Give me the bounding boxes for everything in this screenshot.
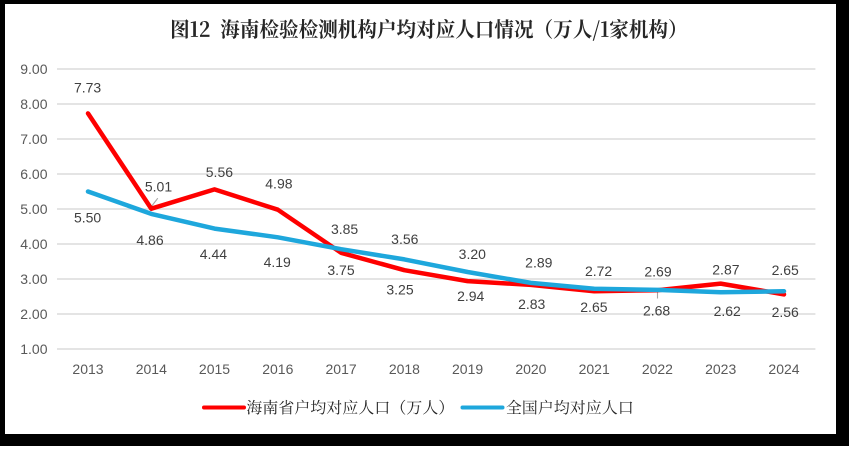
svg-text:9.00: 9.00 (20, 61, 47, 77)
svg-text:2.62: 2.62 (714, 303, 741, 319)
svg-text:2019: 2019 (452, 361, 483, 377)
svg-text:1.00: 1.00 (20, 341, 47, 357)
svg-text:2018: 2018 (389, 361, 420, 377)
svg-text:3.75: 3.75 (327, 262, 354, 278)
svg-text:3.56: 3.56 (391, 231, 418, 247)
svg-text:5.50: 5.50 (74, 209, 101, 225)
svg-text:8.00: 8.00 (20, 96, 47, 112)
svg-text:2.00: 2.00 (20, 306, 47, 322)
svg-text:3.25: 3.25 (386, 281, 413, 297)
svg-text:6.00: 6.00 (20, 166, 47, 182)
svg-text:2024: 2024 (768, 361, 799, 377)
svg-text:2.72: 2.72 (585, 263, 612, 279)
svg-text:3.20: 3.20 (459, 246, 486, 262)
svg-text:2020: 2020 (515, 361, 546, 377)
svg-text:2022: 2022 (642, 361, 673, 377)
svg-text:3.85: 3.85 (331, 221, 358, 237)
svg-text:7.00: 7.00 (20, 131, 47, 147)
svg-text:2.69: 2.69 (644, 264, 671, 280)
svg-text:5.56: 5.56 (206, 164, 233, 180)
svg-text:4.44: 4.44 (200, 246, 227, 262)
svg-text:2.68: 2.68 (643, 303, 670, 319)
svg-text:2.94: 2.94 (457, 288, 484, 304)
svg-text:4.86: 4.86 (136, 232, 163, 248)
svg-text:2015: 2015 (199, 361, 230, 377)
svg-text:7.73: 7.73 (74, 79, 101, 95)
svg-text:2021: 2021 (579, 361, 610, 377)
svg-text:2017: 2017 (326, 361, 357, 377)
svg-text:2.56: 2.56 (772, 304, 799, 320)
svg-text:5.00: 5.00 (20, 201, 47, 217)
svg-text:2.89: 2.89 (525, 254, 552, 270)
svg-text:4.98: 4.98 (265, 175, 292, 191)
svg-text:4.00: 4.00 (20, 236, 47, 252)
svg-text:5.01: 5.01 (145, 179, 172, 195)
svg-text:2013: 2013 (72, 361, 103, 377)
svg-text:2023: 2023 (705, 361, 736, 377)
svg-text:3.00: 3.00 (20, 271, 47, 287)
svg-text:2.65: 2.65 (580, 299, 607, 315)
svg-text:2014: 2014 (136, 361, 167, 377)
svg-text:2.87: 2.87 (712, 262, 739, 278)
svg-text:2.65: 2.65 (772, 262, 799, 278)
svg-text:2016: 2016 (262, 361, 293, 377)
svg-text:2.83: 2.83 (518, 296, 545, 312)
svg-text:4.19: 4.19 (264, 254, 291, 270)
